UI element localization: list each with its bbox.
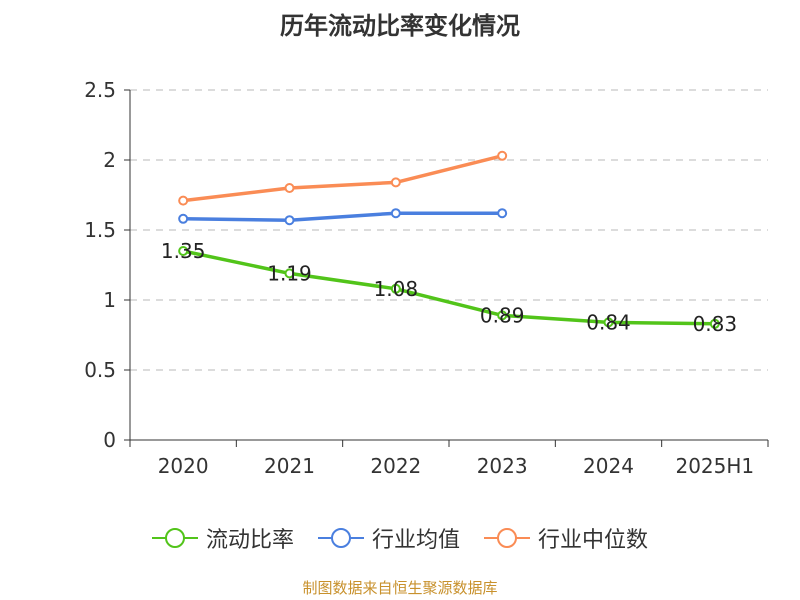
- legend-marker-current-ratio: [151, 528, 198, 548]
- y-tick-label: 0: [103, 428, 116, 452]
- x-tick-label: 2022: [370, 454, 421, 478]
- x-tick-label: 2025H1: [675, 454, 754, 478]
- legend-item-industry-median[interactable]: 行业中位数: [484, 522, 648, 554]
- x-tick-label: 2021: [264, 454, 315, 478]
- y-tick-label: 2: [103, 148, 116, 172]
- x-tick-label: 2024: [583, 454, 634, 478]
- data-label: 0.84: [586, 310, 631, 334]
- data-point: [178, 213, 189, 224]
- x-tick-label: 2023: [477, 454, 528, 478]
- data-point: [497, 310, 508, 321]
- legend-item-industry-average[interactable]: 行业均值: [317, 522, 460, 554]
- chart-title: 历年流动比率变化情况: [280, 12, 520, 40]
- data-point: [603, 317, 614, 328]
- series-line-0: [182, 249, 715, 326]
- legend-item-current-ratio[interactable]: 流动比率: [151, 522, 294, 554]
- legend-marker-industry-average: [317, 528, 364, 548]
- data-point: [284, 268, 295, 279]
- legend-label-industry-average: 行业均值: [371, 528, 460, 553]
- y-tick-label: 0.5: [84, 358, 116, 382]
- legend-label-industry-median: 行业中位数: [538, 528, 649, 553]
- legend-label-current-ratio: 流动比率: [205, 528, 294, 553]
- source-note: 制图数据来自恒生聚源数据库: [302, 579, 498, 597]
- data-point: [284, 183, 295, 193]
- y-tick-label: 1: [103, 288, 116, 312]
- series-line-2: [182, 154, 503, 203]
- y-tick-label: 2.5: [84, 78, 116, 102]
- legend-marker-industry-median: [484, 528, 530, 548]
- data-label: 1.19: [267, 261, 312, 285]
- series-line-1: [183, 211, 503, 222]
- data-label: 0.83: [693, 312, 738, 336]
- data-point: [284, 215, 295, 226]
- data-point: [390, 177, 401, 188]
- data-point: [390, 208, 401, 219]
- data-label: 1.08: [374, 277, 419, 301]
- data-point: [178, 246, 189, 256]
- data-label: 1.35: [161, 239, 206, 263]
- y-tick-label: 1.5: [84, 218, 116, 242]
- data-point: [497, 150, 508, 161]
- legend: 流动比率 行业均值 行业中位数: [0, 518, 800, 558]
- data-label: 0.89: [480, 303, 525, 327]
- data-point: [178, 195, 189, 206]
- data-point: [497, 208, 508, 219]
- x-tick-label: 2020: [158, 454, 209, 478]
- data-point: [390, 283, 401, 294]
- data-point: [709, 318, 720, 329]
